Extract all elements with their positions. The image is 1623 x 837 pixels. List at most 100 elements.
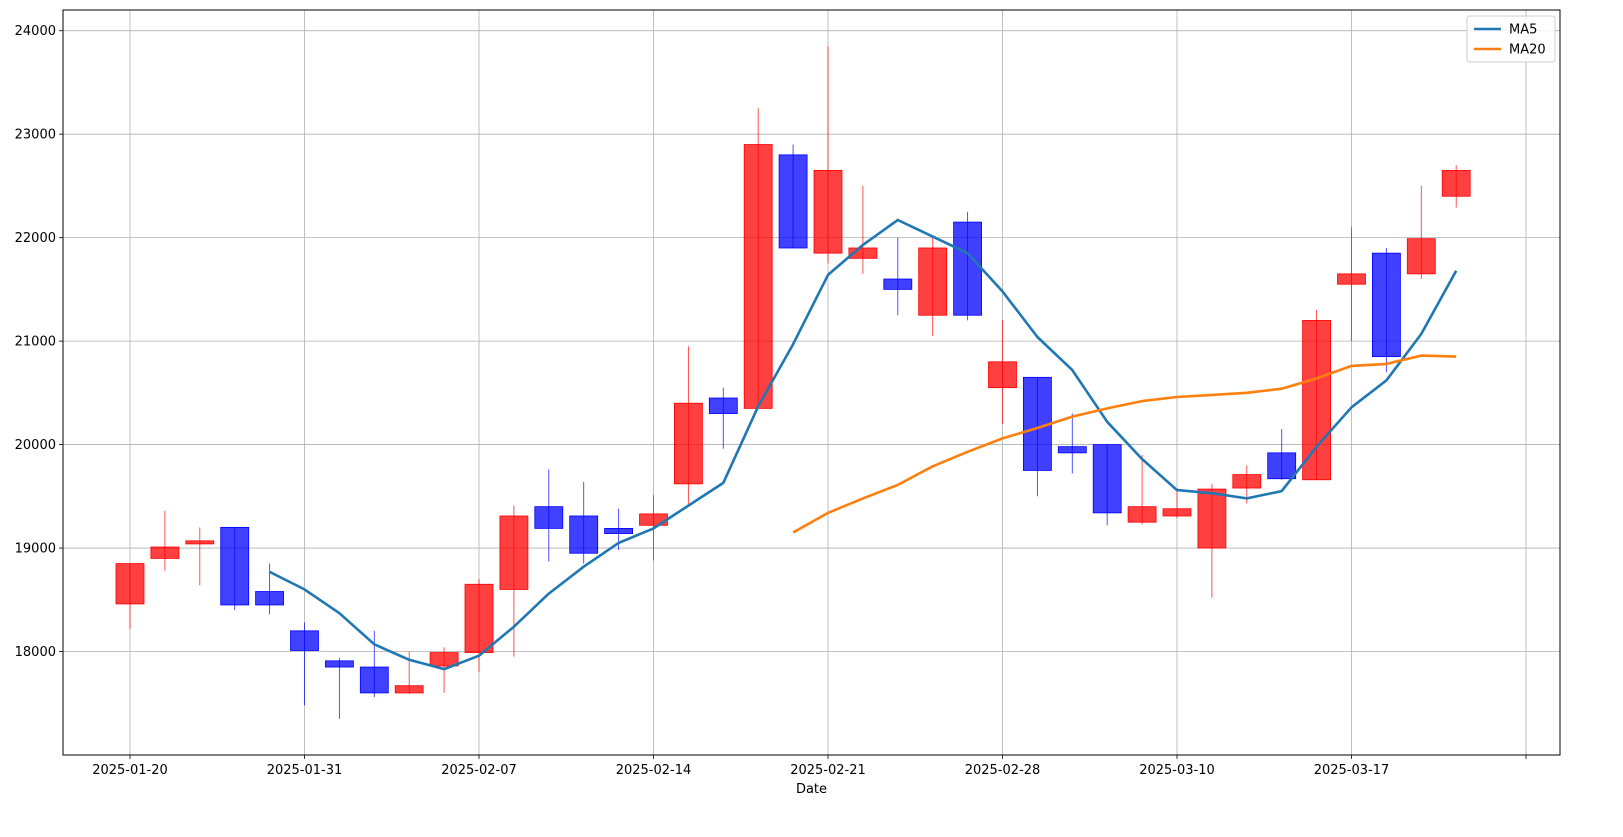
y-tick-label: 19000	[15, 542, 56, 557]
x-tick-label: 2025-01-20	[92, 763, 168, 778]
candle-body	[708, 397, 738, 414]
ma-line-layer	[269, 218, 1458, 671]
candle	[569, 481, 599, 564]
candle	[1127, 454, 1157, 525]
candle-body	[1232, 474, 1262, 489]
candle	[813, 46, 843, 264]
candle	[1092, 444, 1122, 526]
x-tick-label: 2025-02-14	[616, 763, 692, 778]
candle-body	[1197, 488, 1227, 549]
candle	[290, 622, 319, 706]
candle-body	[1302, 320, 1331, 481]
candle-body	[1127, 506, 1157, 523]
candle	[708, 387, 738, 449]
y-tick-label: 23000	[15, 128, 56, 143]
candle	[1441, 165, 1471, 208]
candle-body	[604, 527, 633, 534]
candle	[848, 185, 878, 274]
candle-body	[1372, 252, 1401, 358]
grid-layer	[63, 10, 1560, 755]
candle-body	[674, 402, 703, 485]
candle	[359, 630, 389, 698]
candle-body	[918, 247, 948, 316]
candle-body	[1092, 444, 1122, 514]
candle	[115, 563, 145, 629]
candle-layer	[115, 46, 1471, 719]
candle	[953, 211, 982, 321]
candle	[674, 346, 703, 507]
y-tick-label: 24000	[15, 24, 56, 39]
candle-body	[1057, 446, 1087, 454]
candle-body	[324, 660, 354, 668]
candle	[918, 237, 948, 336]
candle-body	[1337, 273, 1366, 285]
x-tick-label: 2025-02-07	[441, 763, 517, 778]
x-axis-label: Date	[796, 782, 827, 797]
legend-label: MA20	[1509, 43, 1546, 58]
candle	[743, 108, 773, 409]
candle-body	[848, 247, 878, 259]
candle-body	[813, 169, 843, 254]
candle-body	[1267, 452, 1297, 480]
candle-body	[255, 591, 285, 606]
legend-box	[1466, 15, 1556, 63]
candle-body	[1406, 238, 1436, 275]
candle-body	[464, 583, 494, 653]
plot-frame	[62, 9, 1561, 756]
candle	[255, 563, 285, 615]
candle-body	[534, 506, 564, 529]
legend-label: MA5	[1509, 23, 1537, 38]
x-tick-label: 2025-02-21	[790, 763, 866, 778]
legend: MA5 MA20	[1466, 15, 1556, 63]
candle	[988, 320, 1017, 424]
x-tick-label: 2025-02-28	[965, 763, 1041, 778]
candle-body	[883, 278, 913, 290]
candle-body	[150, 546, 180, 559]
ma5-line	[269, 218, 1458, 671]
candle	[1372, 247, 1401, 373]
y-tick-label: 20000	[15, 438, 56, 453]
candle	[150, 510, 180, 571]
candle-body	[429, 652, 459, 667]
candle	[534, 469, 564, 562]
x-tick-label: 2025-01-31	[267, 763, 343, 778]
candle	[324, 657, 354, 719]
candle-body	[394, 685, 424, 694]
candle	[464, 579, 494, 673]
candle	[220, 526, 250, 611]
ma20-line	[792, 354, 1457, 534]
candle-body	[359, 666, 389, 694]
candle	[1406, 185, 1436, 280]
candle-body	[569, 515, 599, 554]
candle	[499, 505, 529, 657]
y-tick-label: 18000	[15, 645, 56, 660]
y-tick-label: 21000	[15, 335, 56, 350]
x-tick-label: 2025-03-10	[1139, 763, 1215, 778]
candle-body	[220, 526, 250, 606]
candle-body	[115, 563, 145, 605]
candle-body	[639, 513, 668, 526]
candle	[778, 144, 808, 249]
y-tick-label: 22000	[15, 231, 56, 246]
candle	[1023, 376, 1052, 497]
candle-body	[1162, 508, 1192, 517]
candle	[1337, 227, 1366, 342]
candle-body	[1441, 169, 1471, 197]
candle-body	[953, 221, 982, 316]
candle	[883, 237, 913, 316]
candle	[1162, 488, 1192, 519]
candle	[1302, 310, 1331, 481]
candle	[185, 527, 215, 586]
candle-body	[743, 144, 773, 409]
candle	[1057, 413, 1087, 474]
tick-layer: 18000 19000 20000 21000 22000 23000 24000 2025-…	[15, 24, 1527, 778]
candle-body	[290, 630, 319, 651]
candle-body	[778, 154, 808, 249]
candle	[394, 651, 424, 694]
candle	[1267, 429, 1297, 480]
candle-body	[185, 540, 215, 545]
candle-body	[988, 361, 1017, 389]
candle-body	[499, 515, 529, 590]
